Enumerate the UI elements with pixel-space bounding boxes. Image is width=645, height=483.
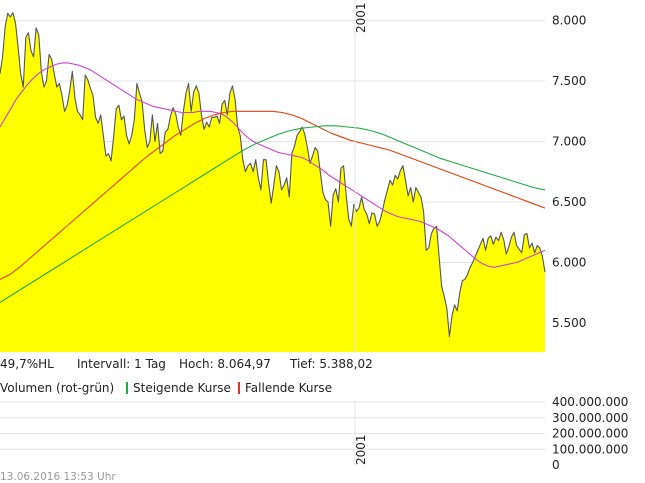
- low-label: Tief: 5.388,02: [289, 357, 373, 371]
- price-area-fill: [0, 12, 545, 352]
- legend-falling-swatch: [238, 382, 240, 394]
- moving-average-lines: [0, 62, 546, 303]
- timestamp-footer: 13.06.2016 13:53 Uhr: [0, 471, 116, 483]
- stats-bar: 49,7%HL Intervall: 1 Tag Hoch: 8.064,97 …: [0, 357, 373, 371]
- moving-average-line: [0, 125, 546, 303]
- price-y-tick-label: 6.500: [552, 195, 586, 209]
- volume-y-tick-label: 300.000.000: [552, 411, 628, 425]
- interval-label: Intervall: 1 Tag: [77, 357, 166, 371]
- price-y-tick-label: 7.500: [552, 74, 586, 88]
- legend-rising-swatch: [126, 382, 128, 394]
- moving-average-line: [0, 62, 546, 268]
- price-y-tick-label: 8.000: [552, 14, 586, 28]
- year-marker-label: 2001: [354, 2, 368, 33]
- volume-y-tick-label: 200.000.000: [552, 427, 628, 441]
- volume-y-tick-label: 0: [552, 458, 560, 472]
- year-marker: 2001: [354, 0, 368, 352]
- price-area-layer: [0, 12, 546, 352]
- volume-grid: [0, 401, 545, 450]
- volume-y-tick-label: 400.000.000: [552, 395, 628, 409]
- moving-average-line: [0, 110, 546, 280]
- price-line: [0, 12, 546, 338]
- volume-title: Volumen (rot-grün): [0, 381, 114, 395]
- hl-percent-label: 49,7%HL: [0, 357, 54, 371]
- price-y-axis: 5.500 6.000 6.500 7.000 7.500 8.000: [552, 14, 586, 330]
- volume-legend: Volumen (rot-grün) Steigende Kurse Falle…: [0, 381, 332, 395]
- volume-y-tick-label: 100.000.000: [552, 442, 628, 456]
- volume-year-marker-label: 2001: [354, 434, 368, 465]
- legend-falling-label: Fallende Kurse: [245, 381, 332, 395]
- price-y-tick-label: 7.000: [552, 135, 586, 149]
- legend-rising-label: Steigende Kurse: [133, 381, 231, 395]
- price-y-tick-label: 6.000: [552, 255, 586, 269]
- high-label: Hoch: 8.064,97: [179, 357, 271, 371]
- price-y-tick-label: 5.500: [552, 316, 586, 330]
